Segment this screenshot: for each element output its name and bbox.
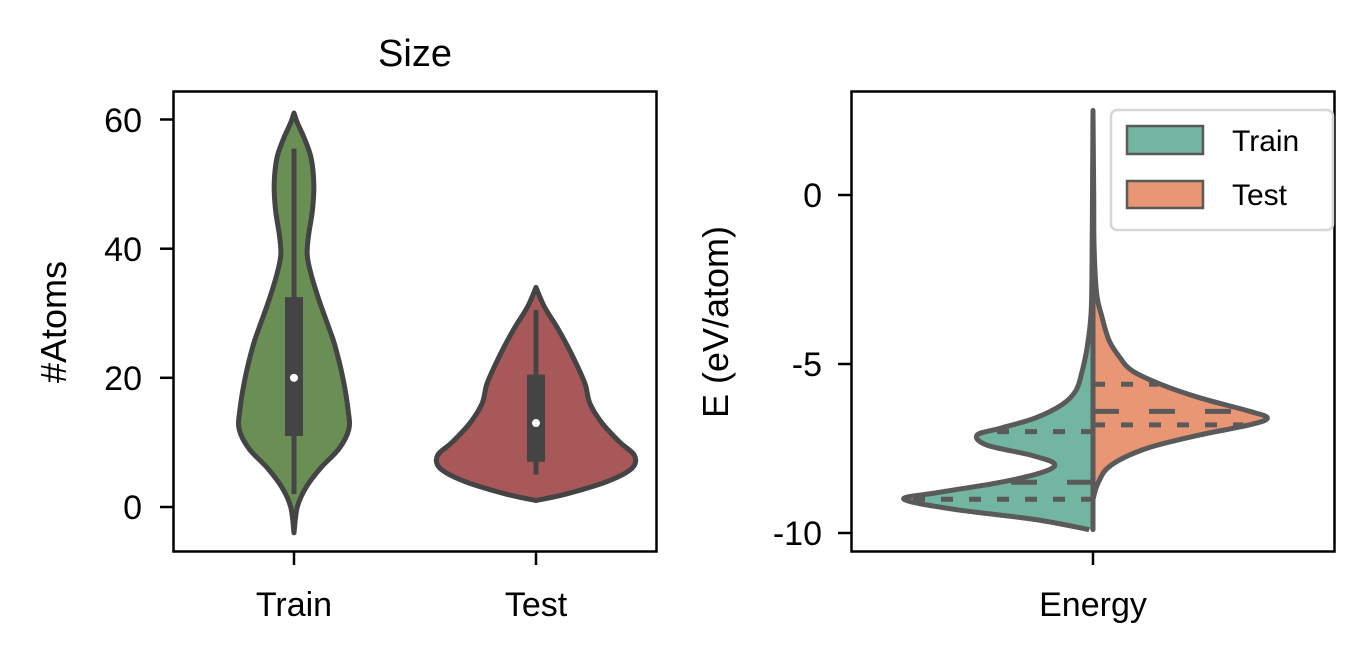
energy-panel: 0 -5 -10 E (eV/atom) Energy Train Test [695,90,1336,624]
y-tick-label: 60 [104,102,142,140]
size-panel: Size 60 40 20 0 #Atoms Train Test [33,33,658,624]
iqr-box-test [527,374,545,462]
size-x-axis: Train Test [256,552,568,624]
energy-split-violin [901,108,1270,533]
legend-label-test: Test [1232,179,1288,212]
y-tick-label: 0 [123,489,142,527]
half-violin-outline-train [901,110,1096,533]
y-tick-label: -5 [792,346,822,384]
legend-swatch-train [1125,124,1205,156]
x-tick-label-energy: Energy [1039,586,1147,624]
energy-axes-frame [850,90,1336,553]
y-tick-label: 40 [104,231,142,269]
iqr-box-train [285,297,303,436]
size-violins [235,110,639,536]
y-tick-label: -10 [773,515,822,553]
legend-label-train: Train [1232,125,1299,158]
energy-y-axis: 0 -5 -10 E (eV/atom) [695,177,851,553]
y-tick-label: 20 [104,360,142,398]
half-violin-train [903,110,1093,530]
size-axes-frame [172,90,658,553]
half-violin-outline-test [1090,110,1270,500]
size-chart-title: Size [378,33,452,75]
x-tick-label-test: Test [505,586,568,624]
energy-x-axis: Energy [1039,552,1147,624]
size-y-axis-label: #Atoms [33,261,74,383]
x-tick-label-train: Train [256,586,332,624]
half-violin-test [1093,110,1268,500]
legend-swatch-test [1125,179,1205,210]
size-y-axis: 60 40 20 0 #Atoms [33,102,173,527]
legend: Train Test [1109,108,1335,232]
median-marker-train [290,373,298,382]
median-marker-test [532,419,540,428]
y-tick-label: 0 [803,177,822,215]
energy-y-axis-label: E (eV/atom) [695,226,736,418]
